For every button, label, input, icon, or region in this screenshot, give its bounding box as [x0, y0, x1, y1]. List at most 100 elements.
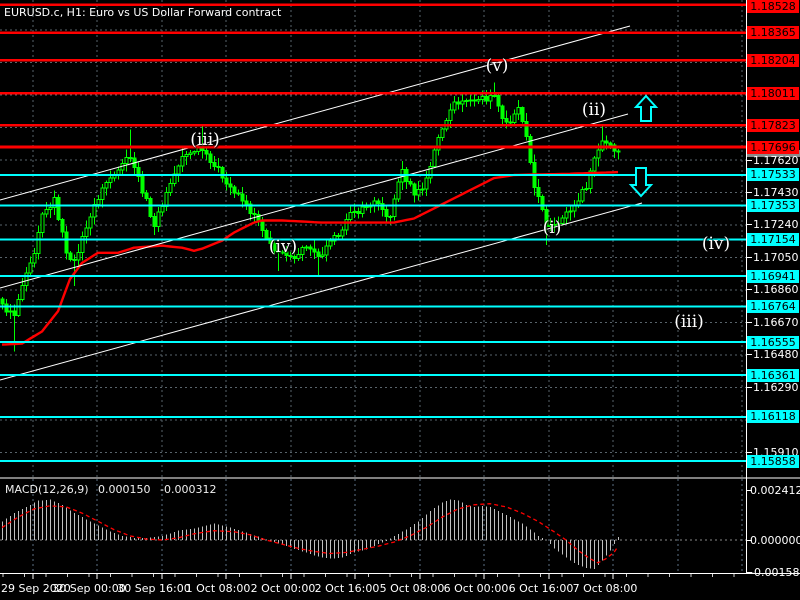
candle-body: [64, 231, 69, 254]
candle-body: [296, 254, 301, 260]
candle-body: [588, 170, 593, 189]
candle-body: [20, 285, 25, 300]
time-axis-label: 6 Oct 00:00: [443, 582, 509, 595]
trendline[interactable]: [0, 202, 643, 381]
candle-body: [68, 252, 73, 261]
bullish-arrow-object[interactable]: [633, 94, 659, 122]
candle-body: [416, 189, 421, 196]
trendline[interactable]: [0, 25, 631, 201]
macd-signal-value: -0.000312: [160, 483, 217, 496]
candle-body: [512, 113, 517, 123]
candle-body: [468, 99, 473, 102]
candle-body: [280, 251, 285, 254]
price-axis-label: 1.17620: [753, 153, 799, 167]
candle-body: [252, 212, 257, 216]
candle-body: [528, 136, 533, 164]
support-price-badge: 1.15858: [747, 454, 799, 468]
candle-body: [224, 177, 229, 185]
macd-name: MACD(12,26,9): [5, 483, 89, 496]
price-axis-tick: [746, 354, 752, 356]
candle-body: [496, 94, 501, 107]
candle-body: [228, 183, 233, 188]
wave-label[interactable]: (iii): [190, 130, 220, 150]
candle-body: [616, 150, 621, 153]
candle-body: [408, 180, 413, 185]
candle-body: [52, 197, 57, 208]
candle-body: [360, 206, 365, 215]
candle-body: [556, 223, 561, 226]
candle-body: [460, 100, 465, 105]
price-axis-label: 1.17050: [753, 250, 799, 264]
candle-body: [312, 248, 317, 253]
wave-label[interactable]: (i): [542, 218, 562, 238]
candle-body: [448, 109, 453, 121]
candle-body: [580, 188, 585, 202]
candle-body: [232, 186, 237, 194]
candle-body: [212, 162, 217, 167]
candle-body: [56, 197, 61, 221]
candle-body: [500, 105, 505, 119]
resistance-price-badge: 1.18011: [747, 86, 799, 100]
time-axis-label: 2 Oct 16:00: [314, 582, 380, 595]
macd-axis-tick: [746, 489, 752, 491]
time-axis-label: 7 Oct 08:00: [572, 582, 638, 595]
candle-body: [4, 303, 9, 313]
price-axis-tick: [746, 159, 752, 161]
candle-body: [336, 234, 341, 237]
main-panel: [0, 0, 746, 478]
candle-body: [396, 181, 401, 200]
wave-label[interactable]: (iv): [268, 237, 298, 257]
candle-body: [292, 255, 297, 260]
wave-label[interactable]: (v): [485, 56, 509, 76]
trendline[interactable]: [0, 113, 629, 289]
wave-label[interactable]: (ii): [581, 100, 607, 120]
candle-body: [48, 206, 53, 210]
support-price-badge: 1.17154: [747, 233, 799, 247]
candle-body: [272, 243, 277, 252]
price-axis-tick: [746, 224, 752, 226]
candle-body: [608, 142, 613, 146]
candle-body: [140, 176, 145, 194]
time-axis-label: 30 Sep 00:00: [52, 582, 126, 595]
support-price-badge: 1.17533: [747, 168, 799, 182]
candle-body: [452, 101, 457, 111]
macd-signal-line: [1, 503, 619, 564]
candle-body: [156, 211, 161, 228]
candle-body: [340, 229, 345, 237]
candle-body: [464, 100, 469, 103]
candle-body: [536, 186, 541, 198]
bearish-arrow-object[interactable]: [628, 167, 654, 198]
candle-body: [348, 212, 353, 221]
candle-body: [472, 99, 477, 102]
candle-body: [584, 187, 589, 190]
support-price-badge: 1.17353: [747, 199, 799, 213]
time-axis-label: 30 Sep 16:00: [117, 582, 191, 595]
resistance-price-badge: 1.17696: [747, 140, 799, 154]
chart-title: EURUSD.c, H1: Euro vs US Dollar Forward …: [4, 6, 282, 19]
candle-body: [520, 107, 525, 123]
candle-body: [176, 165, 181, 175]
candle-body: [392, 198, 397, 217]
resistance-price-badge: 1.18528: [747, 0, 799, 13]
price-axis-label: 1.17240: [753, 218, 799, 232]
candle-body: [276, 250, 281, 254]
candle-body: [332, 234, 337, 242]
support-price-badge: 1.16555: [747, 335, 799, 349]
price-axis-tick: [746, 321, 752, 323]
candle-body: [320, 254, 325, 257]
wave-label[interactable]: (iii): [674, 312, 704, 332]
support-price-badge: 1.16118: [747, 410, 799, 424]
candle-body: [16, 298, 21, 316]
price-axis-label: 1.16670: [753, 315, 799, 329]
candle-body: [412, 183, 417, 196]
candle-body: [204, 150, 209, 155]
macd-axis-tick: [746, 571, 752, 573]
candle-body: [424, 177, 429, 190]
candle-body: [236, 192, 241, 195]
candle-body: [164, 192, 169, 207]
candle-body: [72, 259, 77, 262]
candle-body: [60, 219, 65, 233]
macd-axis-label: 0.000000: [750, 533, 800, 547]
wave-label[interactable]: (iv): [701, 234, 731, 254]
